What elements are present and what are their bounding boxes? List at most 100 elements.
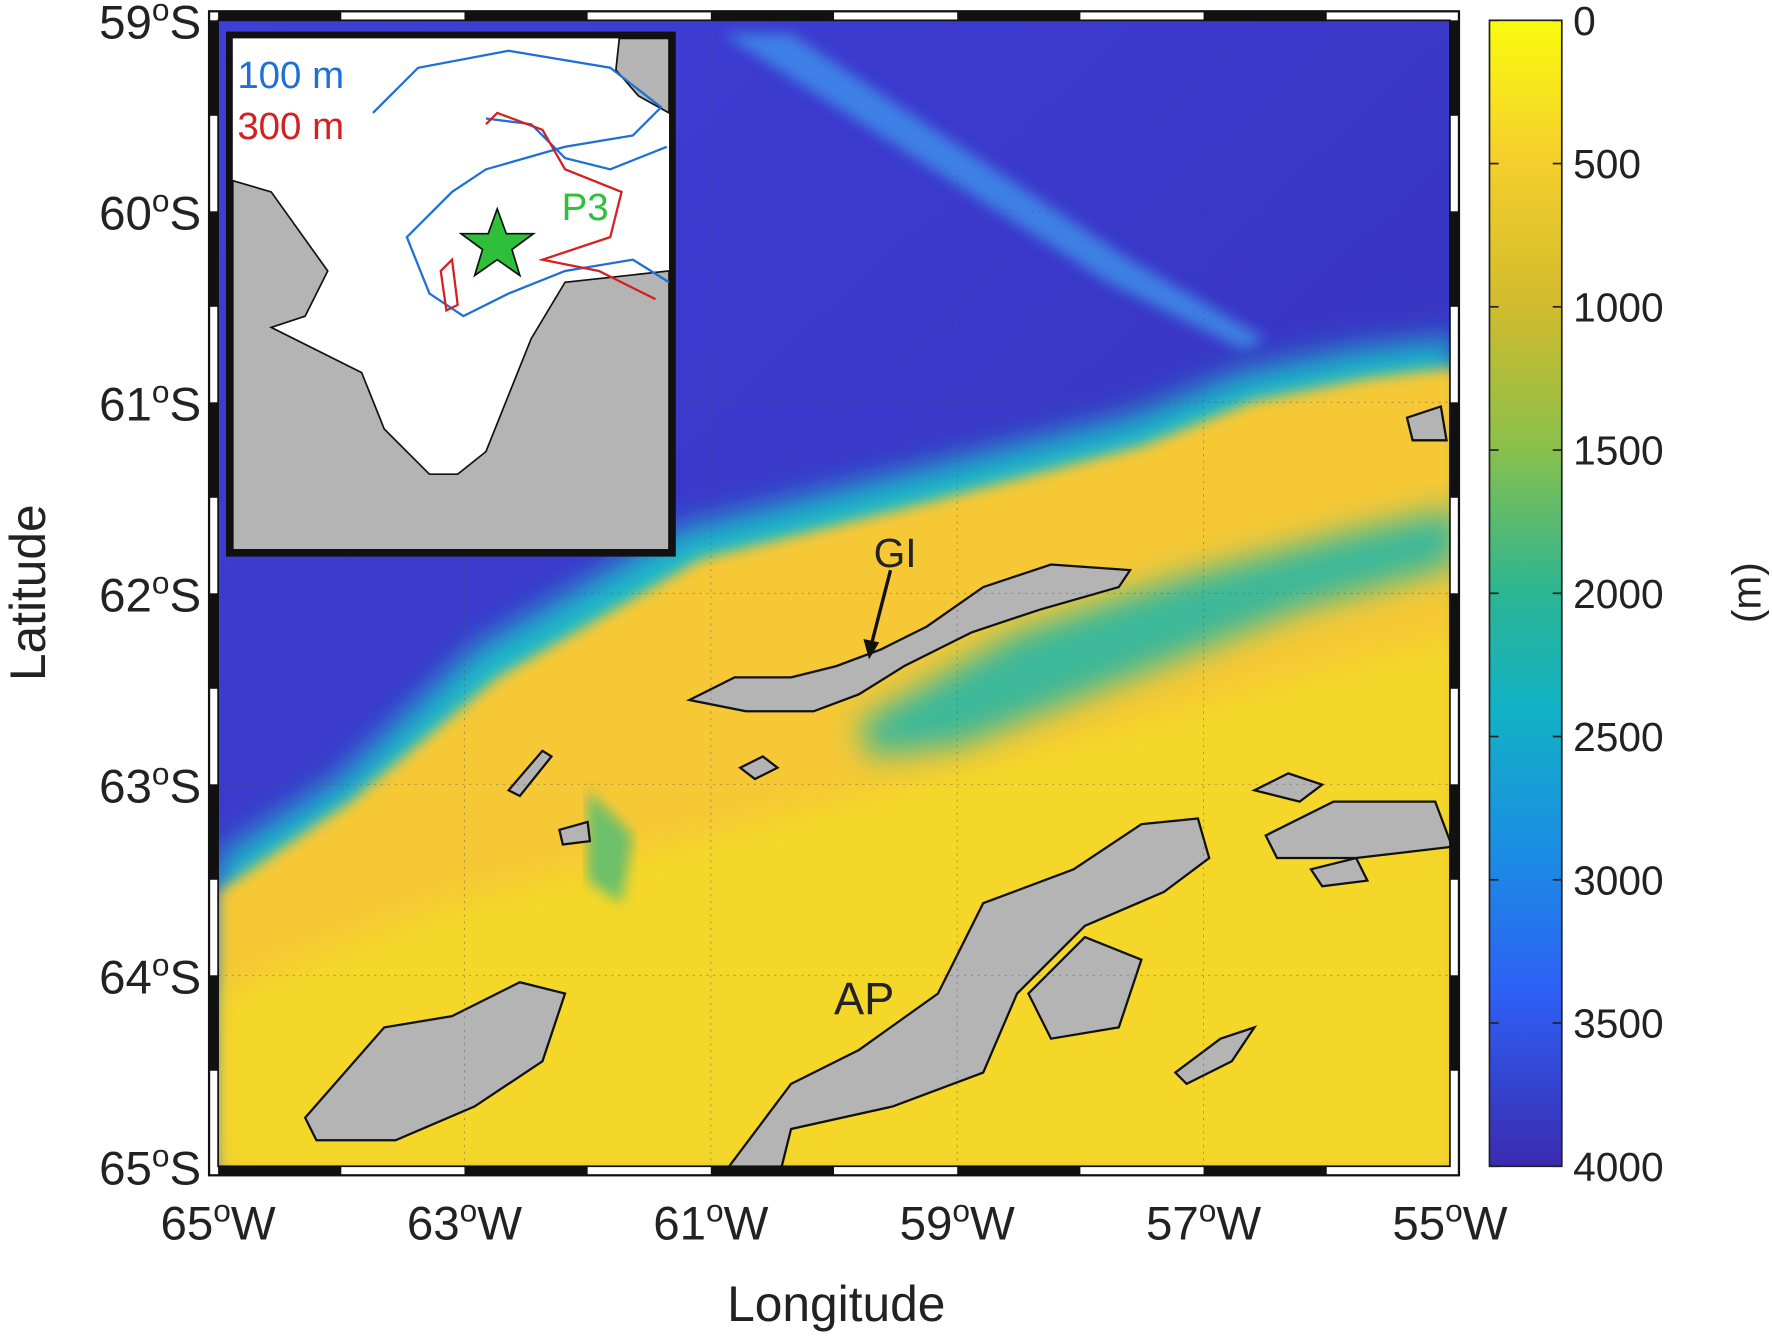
- tick-label-part: o: [152, 755, 170, 791]
- contour-label: 100 m: [237, 54, 344, 97]
- y-tick-label: 64oS: [99, 946, 201, 1004]
- y-tick-label: 60oS: [99, 182, 201, 240]
- x-tick-label: 55oW: [1392, 1193, 1507, 1251]
- frame-segment: [464, 11, 588, 21]
- frame-segment: [1449, 593, 1459, 689]
- y-tick-label: 62oS: [99, 564, 201, 622]
- contour-300: [485, 111, 656, 301]
- frame-segment: [209, 402, 219, 498]
- tick-label-part: 65: [99, 1142, 152, 1195]
- tick-label-part: o: [152, 1137, 170, 1173]
- tick-label-part: W: [970, 1198, 1015, 1251]
- colorbar-tick-label: 500: [1573, 141, 1641, 187]
- tick-label-part: W: [477, 1198, 522, 1251]
- frame-segment: [957, 1166, 1081, 1176]
- bathymetry: [218, 20, 1450, 1167]
- tick-label-part: 61: [653, 1198, 706, 1251]
- frame-segment: [209, 784, 219, 880]
- land: [303, 404, 1450, 1167]
- tick-label-part: 64: [99, 951, 152, 1004]
- arrow-head: [863, 639, 880, 660]
- frame-segment: [1449, 784, 1459, 880]
- tick-label-part: o: [152, 0, 170, 27]
- colorbar-tick-label: 2500: [1573, 714, 1663, 760]
- tick-label-part: 55: [1392, 1198, 1445, 1251]
- inset: 100 m 300 m P3: [226, 31, 676, 557]
- tick-label-part: 59: [900, 1198, 953, 1251]
- tick-label-part: 61: [99, 378, 152, 431]
- contour-100: [372, 49, 670, 318]
- x-tick-label: 65oW: [161, 1193, 276, 1251]
- tick-label-part: 65: [161, 1198, 214, 1251]
- contour-300: [439, 257, 459, 313]
- colorbar-tick-label: 0: [1573, 0, 1596, 44]
- colorbar-tick-label: 4000: [1573, 1144, 1663, 1190]
- frame-segment: [1449, 20, 1459, 116]
- colorbar: [1488, 19, 1563, 1168]
- tick-label-part: o: [706, 1193, 724, 1229]
- y-tick-label: 61oS: [99, 373, 201, 431]
- x-tick-label: 61oW: [653, 1193, 768, 1251]
- y-tick-label: 59oS: [99, 0, 201, 49]
- tick-label-part: 60: [99, 187, 152, 240]
- tick-label-part: 62: [99, 569, 152, 622]
- tick-label-part: o: [152, 946, 170, 982]
- frame-segment: [209, 211, 219, 307]
- colorbar-label: (m): [1724, 562, 1770, 623]
- ridge: [723, 33, 1266, 350]
- station-label: P3: [562, 186, 609, 229]
- annotation: GI: [874, 530, 917, 576]
- tick-label-part: S: [170, 187, 202, 240]
- tick-label-part: W: [724, 1198, 769, 1251]
- map-frame: [207, 10, 1461, 1177]
- tick-label-part: S: [170, 378, 202, 431]
- tick-label-part: o: [952, 1193, 970, 1229]
- tick-label-part: S: [170, 1142, 202, 1195]
- x-axis-label: Longitude: [727, 1276, 945, 1332]
- x-tick-label: 63oW: [407, 1193, 522, 1251]
- frame-segment: [1449, 211, 1459, 307]
- arrow: [868, 569, 893, 650]
- frame-segment: [218, 11, 342, 21]
- tick-label-part: 57: [1146, 1198, 1199, 1251]
- tick-label-part: o: [213, 1193, 231, 1229]
- frame-segment: [209, 20, 219, 116]
- colorbar-tick-label: 3000: [1573, 857, 1663, 903]
- colorbar-tick-label: 3500: [1573, 1001, 1663, 1047]
- y-tick-label: 63oS: [99, 755, 201, 813]
- frame-segment: [209, 975, 219, 1071]
- tick-label-part: 63: [407, 1198, 460, 1251]
- tick-label-part: o: [460, 1193, 478, 1229]
- frame-segment: [1203, 11, 1327, 21]
- tick-label-part: W: [231, 1198, 276, 1251]
- tick-label-part: S: [170, 951, 202, 1004]
- bransfield-basin: [858, 509, 1450, 757]
- tick-label-part: S: [170, 0, 202, 49]
- contour-100: [485, 117, 668, 171]
- frame-segment: [464, 1166, 588, 1176]
- frame-segment: [957, 11, 1081, 21]
- tick-label-part: o: [152, 564, 170, 600]
- colorbar-tick-label: 2000: [1573, 571, 1663, 617]
- frame-segment: [710, 1166, 835, 1176]
- tick-label-part: o: [1199, 1193, 1217, 1229]
- tick-label-part: S: [170, 569, 202, 622]
- inset-land: [231, 179, 670, 551]
- frame-segment: [1203, 1166, 1327, 1176]
- inset-land: [615, 37, 670, 115]
- contour-label: 300 m: [237, 105, 344, 148]
- colorbar-tick-label: 1500: [1573, 428, 1663, 474]
- channel: [587, 790, 633, 904]
- y-axis-label: Latitude: [0, 504, 56, 681]
- tick-label-part: W: [1463, 1198, 1508, 1251]
- annotation: AP: [834, 973, 894, 1024]
- frame-segment: [710, 11, 835, 21]
- frame-segment: [218, 1166, 342, 1176]
- x-tick-label: 59oW: [900, 1193, 1015, 1251]
- tick-label-part: S: [170, 760, 202, 813]
- colorbar-tick-label: 1000: [1573, 285, 1663, 331]
- tick-label-part: 59: [99, 0, 152, 49]
- tick-label-part: W: [1216, 1198, 1261, 1251]
